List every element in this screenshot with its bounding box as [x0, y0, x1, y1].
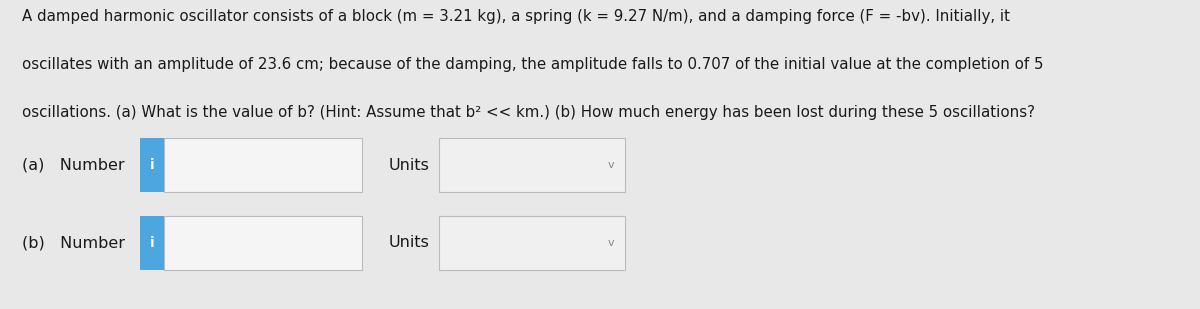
FancyBboxPatch shape [164, 138, 362, 192]
Text: Units: Units [389, 158, 430, 173]
FancyBboxPatch shape [439, 138, 625, 192]
Text: v: v [607, 160, 614, 170]
Text: i: i [150, 235, 155, 250]
Text: (a)   Number: (a) Number [22, 158, 125, 173]
FancyBboxPatch shape [140, 216, 164, 269]
Text: i: i [150, 158, 155, 172]
Text: oscillates with an amplitude of 23.6 cm; because of the damping, the amplitude f: oscillates with an amplitude of 23.6 cm;… [22, 57, 1043, 72]
Text: Units: Units [389, 235, 430, 250]
FancyBboxPatch shape [164, 216, 362, 269]
Text: v: v [607, 238, 614, 248]
Text: A damped harmonic oscillator consists of a block (m = 3.21 kg), a spring (k = 9.: A damped harmonic oscillator consists of… [22, 9, 1009, 24]
Text: (b)   Number: (b) Number [22, 235, 125, 250]
FancyBboxPatch shape [140, 138, 164, 192]
FancyBboxPatch shape [439, 216, 625, 269]
Text: oscillations. (a) What is the value of b? (Hint: Assume that b² << km.) (b) How : oscillations. (a) What is the value of b… [22, 105, 1034, 120]
